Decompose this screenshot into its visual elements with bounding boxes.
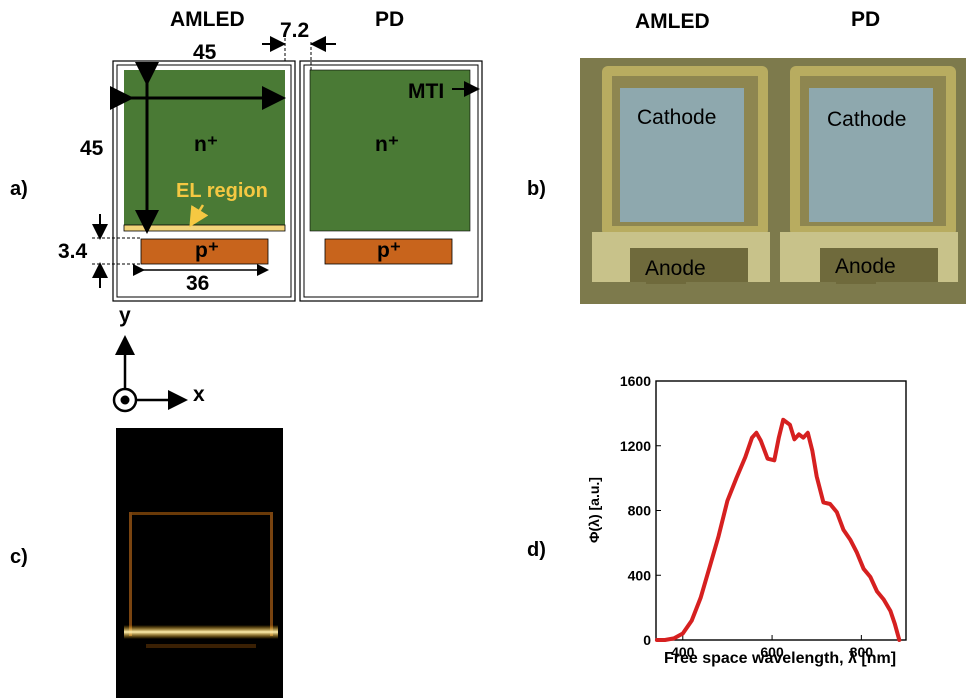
- panel-label-a: a): [10, 178, 28, 200]
- spectrum-line: [654, 417, 902, 642]
- panel-label-c: c): [10, 546, 28, 568]
- amled-label-b: AMLED: [635, 10, 710, 33]
- pd-label-a: PD: [375, 8, 405, 31]
- pd-n-label: n⁺: [375, 133, 399, 156]
- pd-n-region: [309, 69, 471, 232]
- panel-label-d: d): [527, 539, 546, 561]
- plot-frame: [655, 380, 907, 641]
- pd-p-region: [324, 238, 453, 265]
- y-tick-label: 1200: [620, 438, 651, 454]
- x-tick-label: 400: [671, 644, 695, 660]
- panel-label-b: b): [527, 178, 546, 200]
- anode-label-left: Anode: [645, 257, 706, 280]
- dim-p-width: 36: [186, 272, 210, 295]
- dim-width-45: 45: [193, 41, 217, 64]
- y-tick-label: 400: [628, 567, 652, 583]
- schematic-diagram: [92, 36, 483, 413]
- device-micrograph: [580, 58, 966, 304]
- chart-x-label: Free space wavelength, λ [nm]: [664, 650, 896, 667]
- x-tick-label: 800: [850, 644, 874, 660]
- dim-gap-7-2: 7.2: [280, 19, 310, 42]
- y-tick-label: 1600: [620, 373, 651, 389]
- chart-y-label: Φ(λ) [a.u.]: [586, 477, 602, 543]
- amled-p-label: p⁺: [195, 239, 219, 262]
- axis-y-label: y: [119, 304, 131, 327]
- amled-label-a: AMLED: [170, 8, 245, 31]
- y-tick-label: 0: [643, 632, 651, 648]
- amled-p-region: [140, 238, 269, 265]
- cathode-label-left: Cathode: [637, 106, 717, 129]
- y-tick-label: 800: [628, 503, 652, 519]
- pd-label-b: PD: [851, 8, 881, 31]
- emission-image: [116, 428, 283, 698]
- dim-p-height: 3.4: [58, 240, 88, 263]
- mti-label: MTI: [408, 80, 445, 103]
- anode-label-right: Anode: [835, 255, 896, 278]
- axis-x-label: x: [193, 383, 205, 406]
- pd-p-label: p⁺: [377, 239, 401, 262]
- dim-height-45: 45: [80, 137, 104, 160]
- amled-n-label: n⁺: [194, 133, 218, 156]
- el-region-label: EL region: [176, 180, 268, 202]
- x-tick-label: 600: [760, 644, 784, 660]
- cathode-label-right: Cathode: [827, 108, 907, 131]
- spectrum-chart: 0 400 800 1200 1600 400 600 800 Φ(λ) [a.u.] Fr…: [586, 373, 907, 667]
